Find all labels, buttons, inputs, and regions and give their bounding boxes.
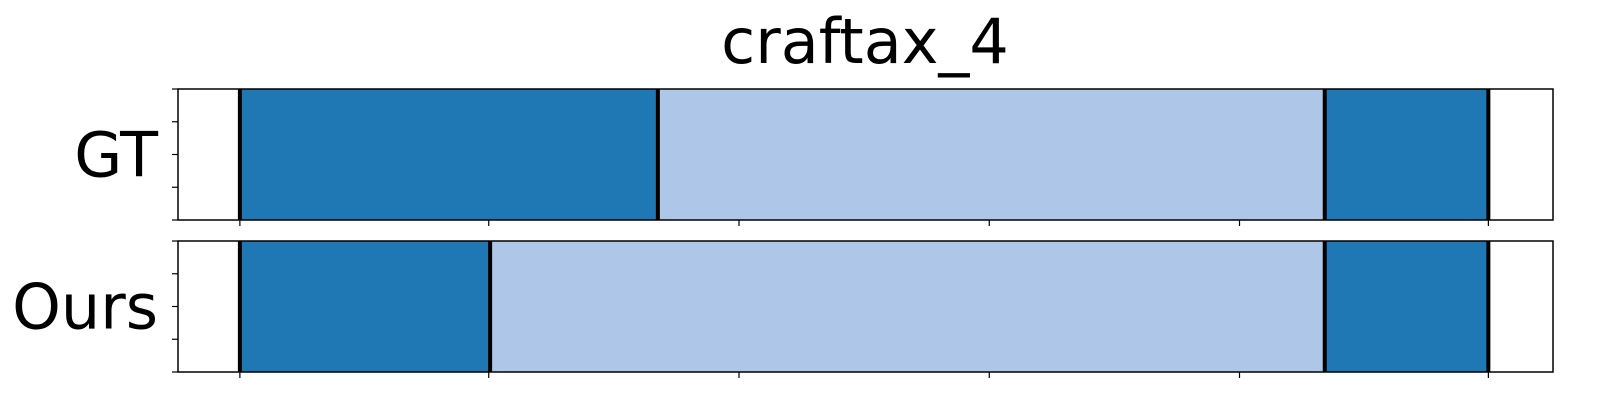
chart-title: craftax_4 [721,5,1009,78]
segment-gt-0 [240,89,658,220]
segment-ours-1 [490,241,1325,372]
segment-gt-2 [1325,89,1489,220]
segment-gt-1 [658,89,1325,220]
row-label-ours: Ours [12,271,158,344]
chart-panels: GT Ours [12,89,1553,378]
row-label-gt: GT [74,119,159,192]
segment-ours-0 [240,241,490,372]
segment-ours-2 [1325,241,1489,372]
